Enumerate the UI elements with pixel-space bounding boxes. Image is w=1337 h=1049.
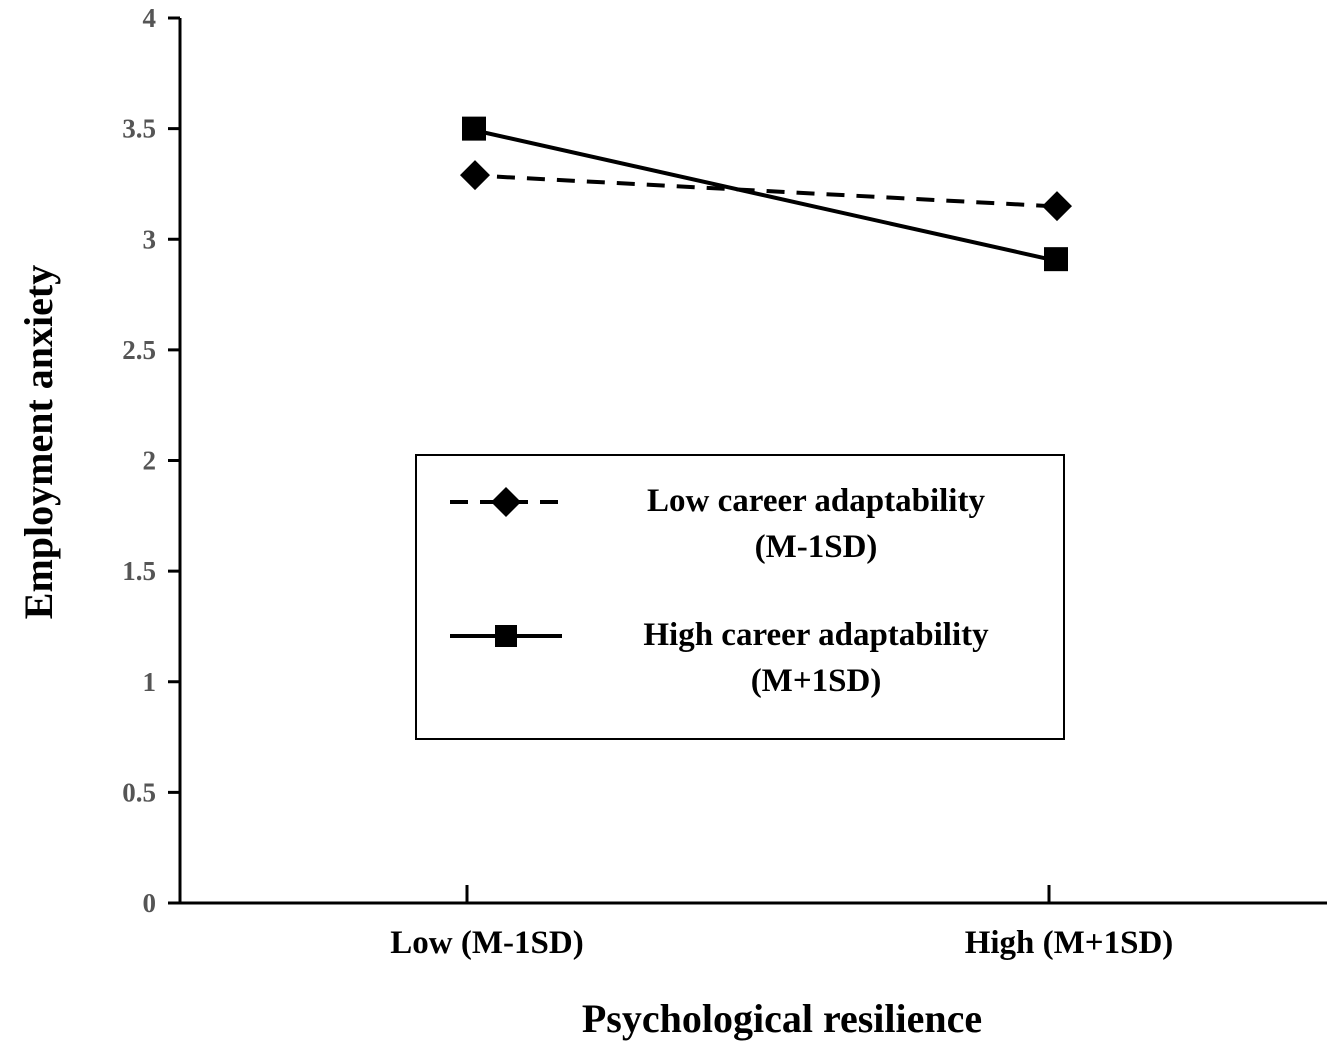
series-line <box>466 173 1050 209</box>
y-tick-label: 2 <box>143 446 157 476</box>
series-line <box>466 126 1050 262</box>
y-tick-label: 0.5 <box>122 777 156 807</box>
y-tick-label: 0 <box>143 888 157 918</box>
series-layer <box>460 116 1072 272</box>
legend-label: (M+1SD) <box>751 663 882 699</box>
y-tick-label: 3 <box>143 224 157 254</box>
legend-label: (M-1SD) <box>755 529 878 565</box>
x-axis-ticks: Low (M-1SD) High (M+1SD) <box>390 885 1173 961</box>
legend: Low career adaptability (M-1SD) High caree… <box>415 454 1065 740</box>
x-tick-label: High (M+1SD) <box>965 925 1174 961</box>
y-tick-label: 1 <box>143 667 157 697</box>
legend-marker-diamond <box>491 487 521 517</box>
legend-label: Low career adaptability <box>647 483 985 519</box>
data-point-square <box>1044 247 1068 272</box>
data-point-diamond <box>460 160 490 191</box>
data-point-diamond <box>1042 191 1072 222</box>
legend-label: High career adaptability <box>643 617 989 653</box>
data-point-square <box>462 116 486 141</box>
y-tick-label: 3.5 <box>122 114 156 144</box>
y-tick-label: 4 <box>143 3 157 33</box>
y-tick-label: 2.5 <box>122 335 156 365</box>
legend-marker-square <box>495 625 517 647</box>
series-high-career-adaptability <box>462 116 1068 272</box>
x-tick-label: Low (M-1SD) <box>390 925 583 961</box>
y-tick-label: 1.5 <box>122 556 156 586</box>
y-axis-title: Employment anxiety <box>16 265 61 619</box>
series-low-career-adaptability <box>460 160 1072 222</box>
y-axis-ticks: 0 0.5 1 1.5 2 2.5 3 3.5 4 <box>122 3 180 918</box>
x-axis-title: Psychological resilience <box>582 996 982 1041</box>
